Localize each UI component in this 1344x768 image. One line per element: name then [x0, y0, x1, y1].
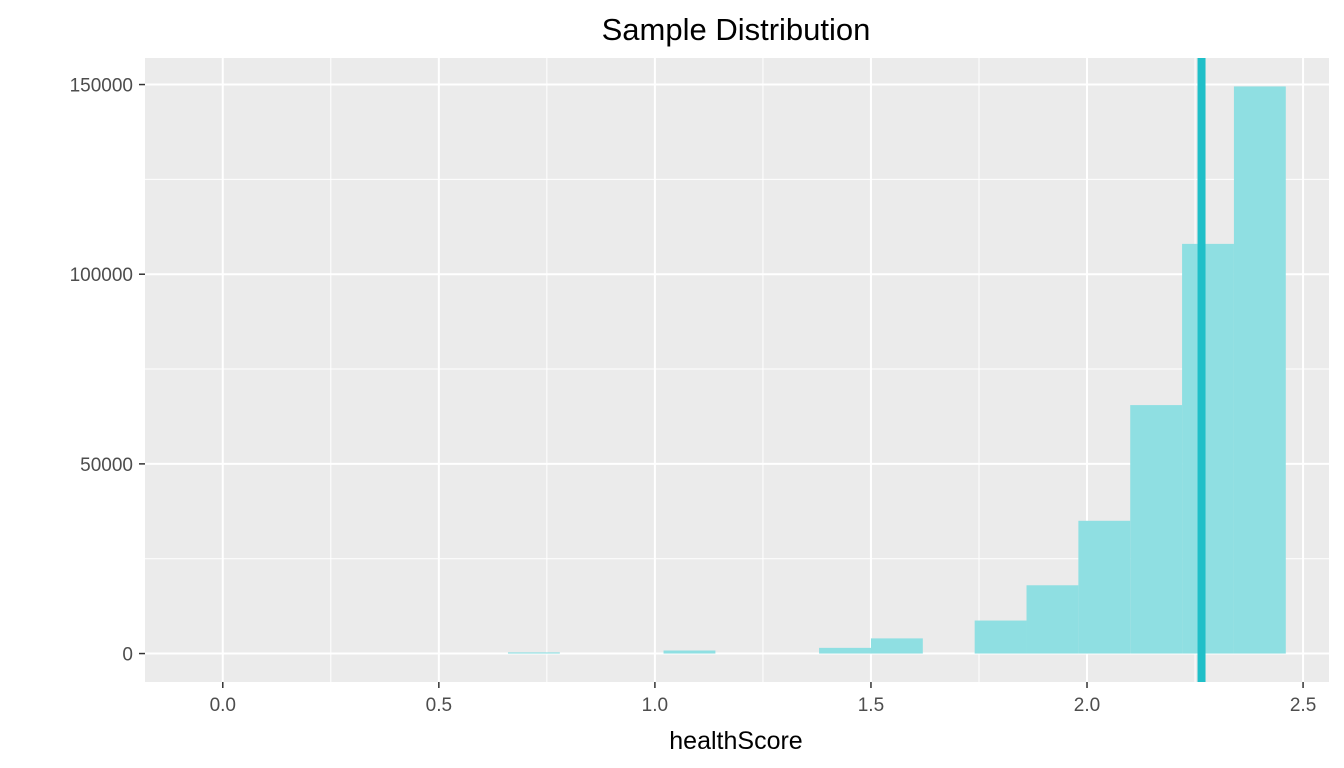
- histogram-bar: [1026, 585, 1079, 654]
- x-tick-label: 2.5: [1290, 695, 1316, 716]
- histogram-bar: [1078, 520, 1131, 654]
- histogram-bar: [1130, 405, 1183, 654]
- x-axis: 0.0 0.5 1.0 1.5 2.0 2.5: [210, 682, 1316, 716]
- y-axis: 0 50000 100000 150000: [70, 76, 145, 666]
- histogram-bar: [819, 647, 871, 654]
- major-gridlines: [145, 58, 1329, 682]
- x-axis-title: healthScore: [669, 727, 802, 755]
- x-tick-label: 2.0: [1074, 695, 1100, 716]
- x-tick-label: 0.0: [210, 695, 236, 716]
- y-tick-label: 150000: [70, 76, 133, 97]
- histogram-bar: [1182, 243, 1234, 654]
- x-tick-label: 0.5: [426, 695, 452, 716]
- histogram-bars: [507, 86, 1286, 654]
- y-tick-label: 0: [122, 645, 133, 666]
- y-tick-label: 50000: [80, 455, 133, 476]
- histogram-bar: [870, 638, 923, 654]
- x-tick-label: 1.5: [858, 695, 884, 716]
- chart-title: Sample Distribution: [602, 12, 871, 47]
- histogram-bar: [1233, 86, 1286, 654]
- y-tick-label: 100000: [70, 265, 133, 286]
- x-tick-label: 1.0: [642, 695, 668, 716]
- histogram-bar: [974, 620, 1027, 654]
- histogram-bar: [507, 652, 560, 654]
- histogram-bar: [663, 650, 716, 654]
